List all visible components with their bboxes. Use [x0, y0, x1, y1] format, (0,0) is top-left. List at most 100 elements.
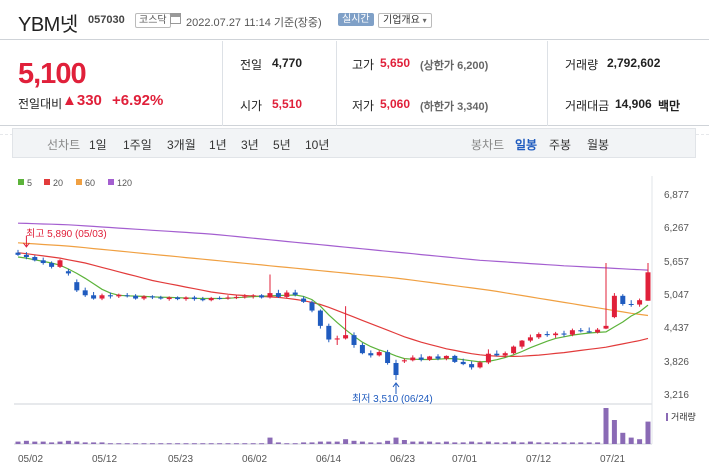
- candle-body: [427, 356, 433, 360]
- candle-body: [208, 297, 214, 301]
- legend-ma20: 20: [44, 178, 63, 188]
- divider: [336, 41, 337, 126]
- low-price: 저가 5,060 (하한가 3,340): [352, 97, 488, 114]
- trade-amount-label: 거래대금: [565, 99, 610, 113]
- prev-close: 전일 4,770: [240, 56, 302, 73]
- volume-bar: [233, 443, 239, 445]
- tab-weekly[interactable]: 주봉: [549, 138, 572, 152]
- candle-body: [217, 297, 223, 299]
- volume-label: 거래량: [565, 58, 599, 72]
- candle-body: [376, 352, 382, 356]
- candle-body: [292, 292, 298, 295]
- x-tick: 07/01: [452, 454, 478, 465]
- tab-3m[interactable]: 3개월: [167, 138, 196, 152]
- chart-canvas[interactable]: [0, 168, 709, 466]
- candle-body: [267, 293, 273, 298]
- candle-body: [242, 296, 248, 298]
- timestamp: 2022.07.27 11:14 기준(장중): [186, 17, 322, 29]
- candle-body: [485, 353, 491, 363]
- low-annotation: 최저 3,510 (06/24): [352, 394, 433, 405]
- candle-body: [645, 272, 651, 301]
- candle-body: [49, 263, 55, 267]
- tab-10y[interactable]: 10년: [305, 138, 330, 152]
- tab-1y[interactable]: 1년: [209, 138, 227, 152]
- volume-bar: [553, 442, 559, 444]
- volume-bar: [217, 443, 223, 445]
- candle-body: [225, 297, 231, 299]
- candle-body: [553, 333, 559, 336]
- high-annotation: 최고 5,890 (05/03): [26, 229, 107, 240]
- candle-body: [578, 330, 584, 332]
- legend-ma60: 60: [76, 178, 95, 188]
- change-label: 전일대비: [18, 97, 63, 111]
- candle-body: [284, 292, 290, 297]
- volume-bar: [427, 441, 433, 444]
- candle-body: [99, 295, 105, 299]
- x-tick: 07/21: [600, 454, 626, 465]
- volume-bar: [401, 440, 407, 444]
- volume-bar: [502, 442, 508, 444]
- candle-chart-label: 봉차트: [471, 138, 505, 152]
- upper-limit: (상한가 6,200): [420, 60, 489, 72]
- volume-bar: [527, 441, 533, 444]
- legend-swatch: [108, 179, 114, 185]
- trade-amount-unit: 백만: [658, 99, 681, 113]
- volume-bar: [191, 443, 197, 445]
- candle-body: [452, 355, 458, 362]
- candle-body: [368, 353, 374, 356]
- volume-bar: [368, 442, 374, 444]
- candle-body: [149, 296, 155, 298]
- volume-bar: [200, 443, 206, 445]
- open-label: 시가: [240, 99, 263, 113]
- candle-body: [116, 294, 122, 297]
- tab-daily[interactable]: 일봉: [515, 138, 538, 152]
- stock-name: YBM넷: [18, 14, 78, 36]
- candle-body: [393, 363, 399, 376]
- tab-monthly[interactable]: 월봉: [587, 138, 610, 152]
- volume-swatch: [666, 413, 668, 421]
- volume-bar: [376, 442, 382, 444]
- candle-body: [460, 361, 466, 365]
- candle-body: [586, 331, 592, 333]
- volume-bar: [242, 443, 248, 445]
- candle-body: [620, 295, 626, 305]
- low-arrow-icon: [392, 382, 400, 394]
- volume-bar: [292, 443, 298, 445]
- company-info-dropdown[interactable]: 기업개요 ▾: [378, 13, 432, 28]
- volume-bar: [183, 443, 189, 445]
- candle-body: [637, 300, 643, 305]
- x-tick: 07/12: [526, 454, 552, 465]
- volume-bar: [435, 442, 441, 444]
- legend-swatch: [18, 179, 24, 185]
- volume-bar: [460, 442, 466, 444]
- volume-bar: [645, 421, 651, 444]
- candle-body: [469, 364, 475, 368]
- candlestick-chart[interactable]: 5 20 60 120 6,877 6,267 5,657 5,047 4,43…: [0, 168, 709, 466]
- volume-bar: [208, 443, 214, 445]
- volume-bar: [116, 443, 122, 445]
- realtime-button[interactable]: 실시간: [338, 13, 374, 26]
- tab-1w[interactable]: 1주일: [123, 138, 152, 152]
- candle-body: [502, 353, 508, 356]
- volume-bar: [275, 442, 281, 444]
- candle-body: [82, 290, 88, 296]
- candle-body: [494, 353, 500, 356]
- volume-bar: [74, 441, 80, 444]
- tab-3y[interactable]: 3년: [241, 138, 259, 152]
- y-tick: 6,267: [663, 223, 689, 234]
- volume-bar: [351, 440, 357, 444]
- moving-average-ma60: [17, 242, 649, 317]
- tab-5y[interactable]: 5년: [273, 138, 291, 152]
- legend-swatch: [76, 179, 82, 185]
- candle-body: [519, 340, 525, 347]
- candle-body: [141, 296, 147, 299]
- volume-bar: [620, 432, 626, 444]
- candle-body: [343, 335, 349, 339]
- volume-legend-label: 거래량: [671, 412, 696, 422]
- candle-body: [309, 302, 315, 311]
- moving-average-ma5: [17, 256, 649, 363]
- x-tick: 05/23: [168, 454, 194, 465]
- tab-1d[interactable]: 1일: [89, 138, 107, 152]
- candle-body: [40, 260, 46, 264]
- volume-bar: [99, 442, 105, 444]
